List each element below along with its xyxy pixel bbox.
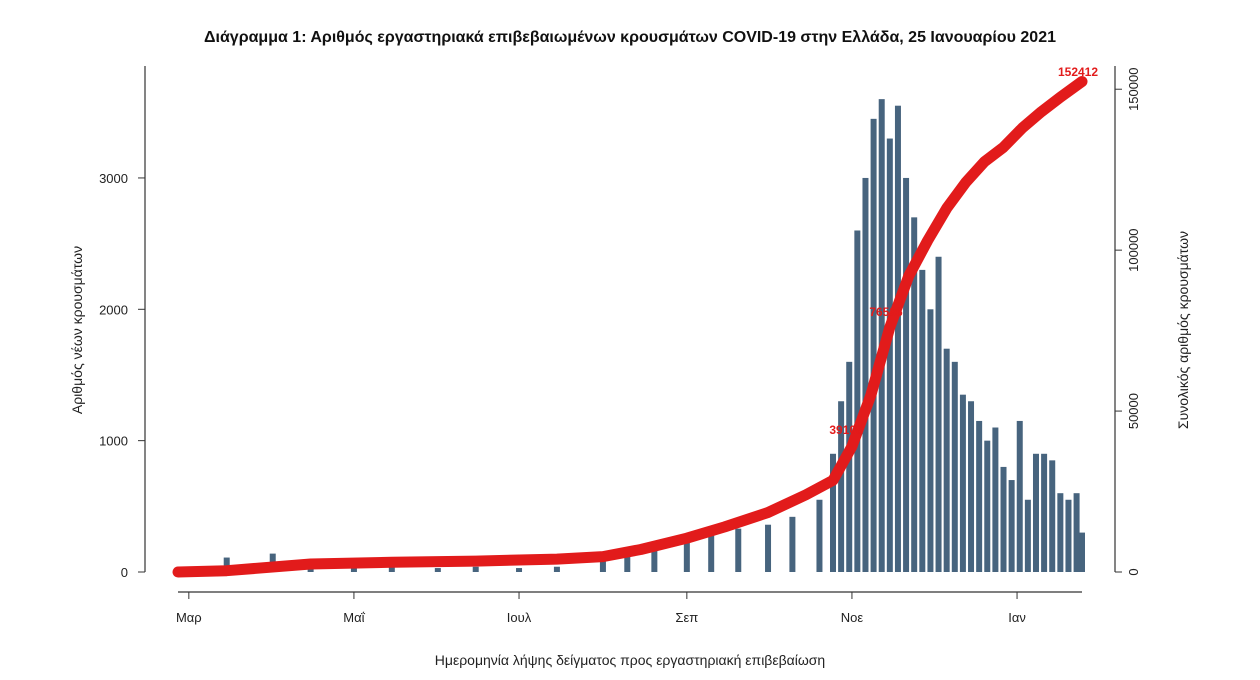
bar	[894, 105, 901, 573]
bar	[838, 401, 845, 572]
bar	[223, 557, 230, 572]
axes	[144, 66, 1116, 593]
bar	[829, 453, 836, 572]
x-tick-label: Μαρ	[176, 610, 202, 625]
bar	[927, 309, 934, 572]
bar	[1079, 532, 1085, 572]
y-right-tick-label: 0	[1126, 568, 1141, 575]
annotation-mid: 76536	[869, 305, 903, 319]
bar	[651, 541, 658, 572]
bar	[951, 361, 958, 572]
bar	[388, 565, 395, 572]
bar	[992, 427, 999, 572]
bar	[903, 177, 910, 572]
y-left-axis-label: Αριθμός νέων κρουσμάτων	[69, 246, 85, 414]
y-left-tick-label: 2000	[99, 302, 128, 317]
bar	[886, 138, 893, 573]
bar	[1032, 453, 1039, 572]
bar	[878, 99, 885, 572]
bar	[789, 516, 796, 572]
cumulative-line	[172, 76, 1088, 578]
bar	[959, 394, 966, 572]
bar	[976, 420, 983, 572]
x-ticks: Μαρ Μαΐ Ιουλ Σεπ Νοε Ιαν	[176, 592, 1026, 625]
bar	[1008, 480, 1015, 572]
y-right-tick-label: 150000	[1126, 68, 1141, 111]
y-right-tick-label: 100000	[1126, 228, 1141, 271]
x-tick-label: Σεπ	[675, 610, 698, 625]
bar	[516, 568, 523, 572]
bar	[816, 499, 823, 572]
bar	[870, 118, 877, 573]
y-left-ticks: 0 1000 2000 3000	[99, 171, 145, 580]
bar	[1057, 493, 1064, 572]
y-right-axis-label: Συνολικός αριθμός κρουσμάτων	[1175, 231, 1191, 429]
bar	[943, 348, 950, 572]
x-axis-label: Ημερομηνία λήψης δείγματος προς εργαστηρ…	[435, 652, 825, 668]
bar	[1065, 499, 1072, 572]
bar	[472, 566, 479, 572]
y-right-tick-label: 50000	[1126, 393, 1141, 429]
bar	[553, 566, 560, 572]
bar	[1016, 420, 1023, 572]
bar	[854, 230, 861, 572]
chart-title: Διάγραμμα 1: Αριθμός εργαστηριακά επιβεβ…	[204, 29, 1056, 46]
bar	[984, 440, 991, 572]
bar	[735, 528, 742, 572]
y-left-tick-label: 3000	[99, 171, 128, 186]
x-tick-label: Ιουλ	[507, 610, 532, 625]
y-left-tick-label: 1000	[99, 434, 128, 449]
bar	[599, 561, 606, 572]
bar	[1073, 493, 1080, 572]
bar	[919, 269, 926, 572]
y-left-tick-label: 0	[121, 565, 128, 580]
bar	[911, 217, 918, 572]
bars-series	[185, 99, 1085, 573]
bar	[846, 361, 853, 572]
bar	[935, 256, 942, 572]
bar	[624, 548, 631, 572]
annotation-total: 152412	[1058, 65, 1098, 79]
bar	[1024, 499, 1031, 572]
cumulative-line-path	[172, 76, 1088, 578]
bar	[708, 532, 715, 572]
y-right-ticks: 0 50000 100000 150000	[1115, 68, 1141, 576]
x-tick-label: Ιαν	[1008, 610, 1026, 625]
bar	[434, 568, 441, 572]
bar	[1000, 466, 1007, 572]
bar	[862, 177, 869, 572]
annotation-low: 39108	[829, 423, 863, 437]
bar	[1041, 453, 1048, 572]
bar	[683, 539, 690, 572]
bar	[1049, 460, 1056, 572]
x-tick-label: Νοε	[841, 610, 864, 625]
bar	[765, 524, 772, 572]
x-tick-label: Μαΐ	[343, 610, 365, 625]
bar	[968, 401, 975, 572]
